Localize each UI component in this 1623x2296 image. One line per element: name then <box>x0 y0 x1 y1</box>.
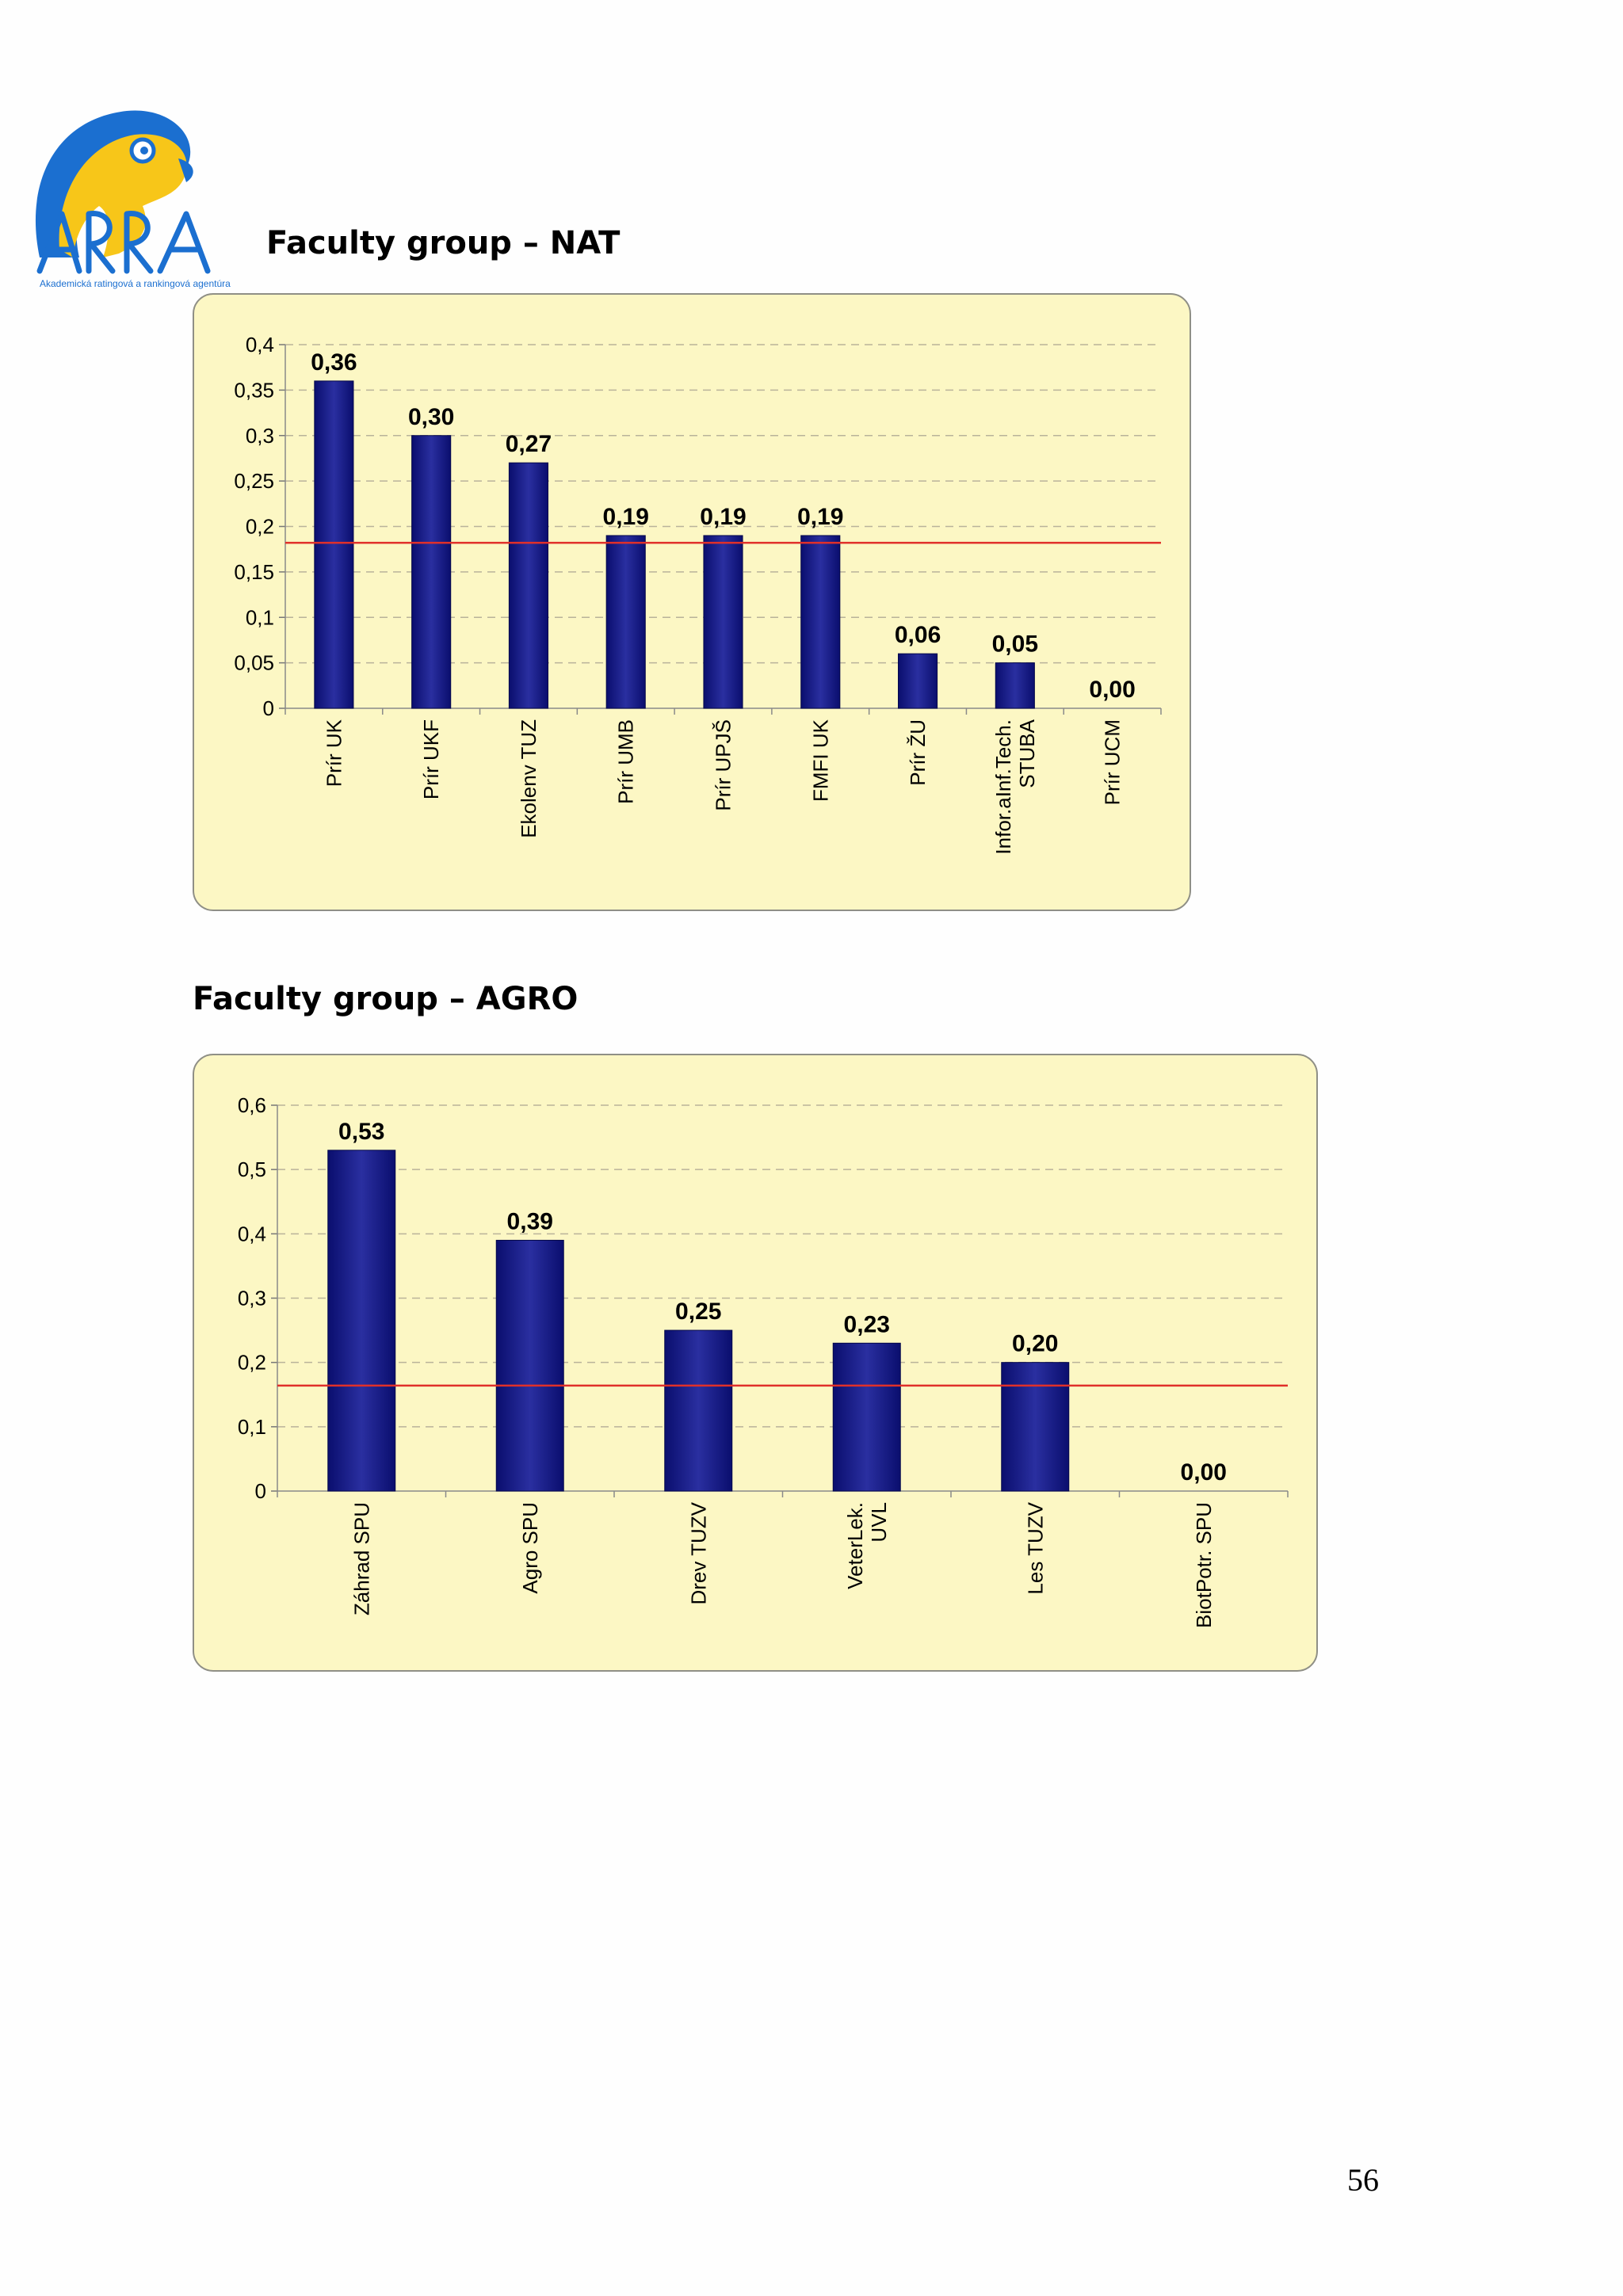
bar <box>995 662 1035 709</box>
data-label: 0,20 <box>1012 1331 1058 1357</box>
bar <box>898 653 938 709</box>
bar <box>664 1329 733 1492</box>
logo-yellow-bird <box>59 134 187 257</box>
data-label: 0,23 <box>844 1311 890 1337</box>
data-label: 0,19 <box>700 504 746 530</box>
bar <box>411 435 452 709</box>
bar <box>495 1239 564 1492</box>
category-label: Prír UPJŠ <box>712 719 735 811</box>
data-label: 0,30 <box>408 404 454 430</box>
chart-panel-nat: 0 0,05 0,1 0,15 0,2 0,25 0,3 0,35 0,4 0,36 Prír UK… <box>193 293 1191 911</box>
bar <box>800 535 841 709</box>
data-label: 0,36 <box>311 349 357 376</box>
y-tick-label: 0,1 <box>238 1415 266 1439</box>
y-tick-label: 0,1 <box>246 605 274 629</box>
data-label: 0,19 <box>797 504 843 530</box>
data-label: 0,05 <box>992 631 1038 658</box>
arra-logo-graphic: Akademická ratingová a rankingová agentú… <box>35 110 231 289</box>
y-tick-label: 0 <box>263 696 274 720</box>
y-tick-label: 0 <box>255 1479 266 1503</box>
y-tick-label: 0,25 <box>234 469 274 493</box>
data-label: 0,06 <box>895 622 941 648</box>
bar <box>605 535 646 709</box>
category-label: BiotPotr. SPU <box>1192 1502 1216 1628</box>
bar <box>314 380 354 709</box>
y-tick-label: 0,4 <box>246 333 274 357</box>
category-label: Agro SPU <box>518 1502 542 1594</box>
y-tick-label: 0,35 <box>234 378 274 402</box>
data-label: 0,27 <box>506 431 552 457</box>
bar <box>327 1150 396 1492</box>
y-tick-label: 0,5 <box>238 1158 266 1181</box>
bar <box>1001 1362 1070 1492</box>
data-label: 0,39 <box>507 1208 553 1234</box>
page-number: 56 <box>1347 2162 1379 2198</box>
category-label: Prír ŽU <box>906 719 930 786</box>
category-label: Prír UK <box>322 719 346 787</box>
section-title-nat: Faculty group – NAT <box>266 225 621 261</box>
category-label: Drev TUZV <box>686 1501 710 1604</box>
bar <box>508 462 548 709</box>
data-label: 0,25 <box>675 1299 721 1325</box>
y-tick-label: 0,3 <box>246 424 274 448</box>
section-title-agro: Faculty group – AGRO <box>193 981 579 1017</box>
data-label: 0,00 <box>1089 677 1135 703</box>
category-label: VeterLek. <box>843 1502 867 1589</box>
arra-logo: Akademická ratingová a rankingová agentú… <box>24 87 246 293</box>
logo-arra-letters <box>36 211 211 274</box>
category-label: Infor.aInf.Tech. <box>991 719 1015 855</box>
y-tick-label: 0,4 <box>238 1222 266 1245</box>
data-label: 0,19 <box>603 504 649 530</box>
y-tick-label: 0,2 <box>246 515 274 539</box>
category-label: Prír UCM <box>1101 719 1125 805</box>
category-label: Prír UKF <box>419 719 443 799</box>
data-label: 0,53 <box>338 1119 384 1145</box>
bar-chart-nat: 0 0,05 0,1 0,15 0,2 0,25 0,3 0,35 0,4 0,36 Prír UK… <box>234 333 1162 855</box>
chart-panel-agro: 0 0,1 0,2 0,3 0,4 0,5 0,6 0,53 Záhrad SPU 0,39 Agr… <box>193 1054 1318 1672</box>
bar-chart-agro: 0 0,1 0,2 0,3 0,4 0,5 0,6 0,53 Záhrad SPU 0,39 Agr… <box>238 1093 1289 1628</box>
category-label: Prír UMB <box>614 719 638 804</box>
category-label: Záhrad SPU <box>349 1502 373 1615</box>
bar <box>832 1342 901 1492</box>
y-tick-label: 0,2 <box>238 1351 266 1375</box>
y-tick-label: 0,05 <box>234 651 274 675</box>
category-label: FMFI UK <box>808 719 832 802</box>
data-label: 0,00 <box>1181 1459 1227 1486</box>
category-label: Les TUZV <box>1023 1501 1047 1594</box>
bar <box>703 535 743 709</box>
category-label: STUBA <box>1015 719 1039 788</box>
y-tick-label: 0,3 <box>238 1287 266 1310</box>
category-label: Ekolenv TUZ <box>517 719 540 838</box>
y-tick-label: 0,6 <box>238 1093 266 1117</box>
logo-tagline: Akademická ratingová a rankingová agentú… <box>40 278 231 289</box>
category-label: UVL <box>867 1502 891 1543</box>
y-tick-label: 0,15 <box>234 560 274 584</box>
